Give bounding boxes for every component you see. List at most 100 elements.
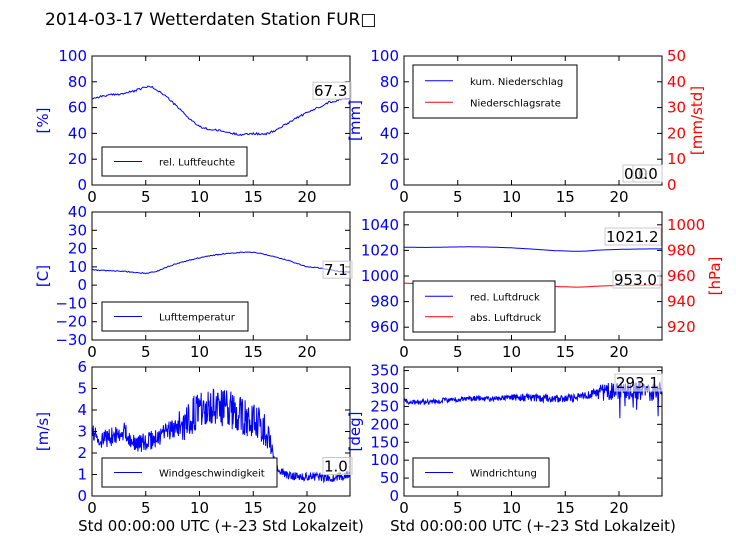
- x-tick-label-temperature: 0: [87, 343, 97, 361]
- figure-title: 2014-03-17 Wetterdaten Station FUR□: [45, 10, 377, 30]
- y-right-tick-label-precip: 0: [667, 176, 677, 194]
- y-tick-label-wind_speed: 2: [77, 444, 87, 462]
- series-line-wind_speed-0: [91, 388, 351, 484]
- y-tick-label-precip: 0: [389, 176, 399, 194]
- x-tick-label-pressure: 20: [609, 343, 628, 361]
- plot-frame-humidity: [91, 55, 351, 186]
- x-tick-label-wind_speed: 10: [190, 499, 209, 517]
- y-tick-label-wind_speed: 0: [77, 487, 87, 505]
- series-line-temperature-0: [91, 251, 351, 275]
- legend-label-precip: kum. Niederschlag: [470, 77, 563, 88]
- x-tick-label-humidity: 15: [244, 188, 263, 206]
- series-line-pressure-0: [404, 246, 662, 252]
- value-annotation-humidity: 67.3: [314, 82, 347, 100]
- legend-label-precip: Niederschlagsrate: [470, 98, 561, 109]
- y-tick-label-wind_direction: 300: [370, 380, 399, 398]
- x-tick-label-wind_direction: 20: [609, 499, 628, 517]
- value-annotation-pressure: 1021.2: [606, 228, 659, 246]
- y-tick-label-wind_speed: 6: [77, 358, 87, 376]
- x-tick-label-precip: 20: [609, 188, 628, 206]
- x-tick-label-pressure: 10: [502, 343, 521, 361]
- series-line-wind_direction-0: [403, 380, 663, 419]
- x-tick-label-wind_speed: 15: [244, 499, 263, 517]
- y-tick-label-wind_speed: 5: [77, 380, 87, 398]
- y-tick-label-temperature: 30: [68, 221, 87, 239]
- value-annotation-box-temperature: [322, 260, 353, 279]
- y-tick-label-humidity: 100: [58, 47, 87, 65]
- y-tick-label-wind_speed: 1: [77, 466, 87, 484]
- x-tick-label-precip: 5: [453, 188, 463, 206]
- value-annotation2-box-precip: [632, 164, 663, 183]
- y-right-tick-label-pressure: 940: [667, 293, 696, 311]
- legend-label-pressure: abs. Luftdruck: [470, 313, 541, 324]
- value-annotation-wind_speed: 1.0: [324, 458, 348, 476]
- legend-label-humidity: rel. Luftfeuchte: [159, 158, 235, 169]
- y-right-tick-label-pressure: 980: [667, 241, 696, 259]
- y-axis-right-label-pressure: [hPa]: [706, 257, 724, 296]
- y-tick-label-humidity: 40: [68, 124, 87, 142]
- x-tick-label-temperature: 20: [297, 343, 316, 361]
- y-tick-label-precip: 40: [380, 124, 399, 142]
- x-tick-label-precip: 15: [556, 188, 575, 206]
- legend-label-wind_speed: Windgeschwindigkeit: [159, 469, 265, 480]
- x-tick-label-precip: 10: [502, 188, 521, 206]
- legend-label-wind_direction: Windrichtung: [470, 469, 537, 480]
- x-tick-label-temperature: 10: [190, 343, 209, 361]
- x-tick-label-temperature: 5: [141, 343, 151, 361]
- plot-frame-precip: [403, 55, 663, 186]
- y-tick-label-pressure: 980: [370, 293, 399, 311]
- y-tick-label-wind_direction: 350: [370, 362, 399, 380]
- x-tick-label-wind_speed: 0: [87, 499, 97, 517]
- y-right-tick-label-precip: 10: [667, 150, 686, 168]
- y-tick-label-pressure: 1000: [361, 267, 399, 285]
- plot-frame-wind_direction: [403, 366, 663, 497]
- y-tick-label-pressure: 1020: [361, 241, 399, 259]
- y-tick-label-precip: 80: [380, 73, 399, 91]
- y-tick-label-wind_speed: 3: [77, 423, 87, 441]
- y-tick-label-temperature: 0: [77, 276, 87, 294]
- x-tick-label-wind_direction: 15: [556, 499, 575, 517]
- y-axis-label-precip: [mm]: [346, 100, 364, 141]
- y-tick-label-temperature: 20: [68, 240, 87, 258]
- x-tick-label-pressure: 0: [399, 343, 409, 361]
- y-right-tick-label-pressure: 920: [667, 318, 696, 336]
- legend-box-precip: [412, 64, 578, 119]
- x-axis-label-wind_speed: Std 00:00:00 UTC (+-23 Std Lokalzeit): [78, 517, 364, 535]
- x-axis-label-wind_direction: Std 00:00:00 UTC (+-23 Std Lokalzeit): [390, 517, 676, 535]
- y-axis-label-temperature: [C]: [34, 265, 52, 287]
- value-annotation-temperature: 7.1: [324, 261, 348, 279]
- y-tick-label-precip: 60: [380, 99, 399, 117]
- x-tick-label-wind_direction: 10: [502, 499, 521, 517]
- y-tick-label-wind_direction: 100: [370, 451, 399, 469]
- y-axis-right-label-precip: [mm/std]: [688, 86, 706, 155]
- x-tick-label-pressure: 5: [453, 343, 463, 361]
- y-tick-label-wind_direction: 0: [389, 487, 399, 505]
- y-right-tick-label-precip: 20: [667, 124, 686, 142]
- x-tick-label-wind_direction: 5: [453, 499, 463, 517]
- x-tick-label-wind_speed: 5: [141, 499, 151, 517]
- y-tick-label-pressure: 1040: [361, 216, 399, 234]
- y-right-tick-label-precip: 40: [667, 73, 686, 91]
- y-tick-label-wind_direction: 200: [370, 415, 399, 433]
- value-annotation-box-wind_direction: [614, 373, 663, 392]
- y-right-tick-label-pressure: 960: [667, 267, 696, 285]
- value-annotation2-box-pressure: [612, 270, 661, 289]
- y-tick-label-humidity: 60: [68, 99, 87, 117]
- value-annotation2-pressure: 953.0: [614, 271, 657, 289]
- y-tick-label-temperature: −30: [55, 331, 87, 349]
- x-tick-label-wind_speed: 20: [297, 499, 316, 517]
- y-tick-label-wind_speed: 4: [77, 401, 87, 419]
- x-tick-label-humidity: 20: [297, 188, 316, 206]
- y-tick-label-temperature: −10: [55, 294, 87, 312]
- value-annotation2-precip: 0.0: [634, 165, 658, 183]
- value-annotation-wind_direction: 293.1: [616, 374, 659, 392]
- y-axis-label-wind_direction: [deg]: [346, 412, 364, 452]
- y-right-tick-label-precip: 50: [667, 47, 686, 65]
- y-tick-label-precip: 20: [380, 150, 399, 168]
- y-tick-label-temperature: −20: [55, 313, 87, 331]
- legend-label-temperature: Lufttemperatur: [159, 313, 236, 324]
- y-tick-label-humidity: 20: [68, 150, 87, 168]
- y-tick-label-pressure: 960: [370, 318, 399, 336]
- y-tick-label-wind_direction: 150: [370, 433, 399, 451]
